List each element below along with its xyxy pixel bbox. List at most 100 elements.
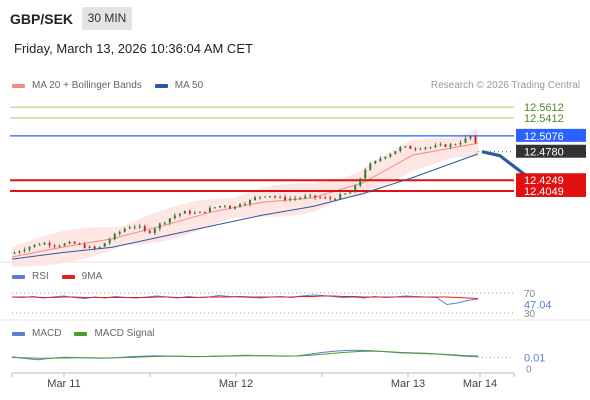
legend-label: MA 50	[174, 80, 204, 91]
level-label-bg	[516, 183, 586, 197]
candle-body	[264, 196, 267, 198]
candle-body	[228, 205, 231, 209]
candle-body	[254, 197, 257, 201]
symbol-title: GBP/SEK	[10, 11, 74, 27]
legend-label: 9MA	[81, 271, 103, 282]
candle-body	[314, 195, 317, 198]
candle-body	[163, 222, 166, 224]
candle-body	[53, 245, 56, 247]
candle-body	[58, 245, 61, 247]
legend-swatch	[154, 83, 168, 88]
macd-current-label: 0.01	[524, 352, 545, 364]
candle-body	[379, 158, 382, 161]
candle-body	[429, 147, 432, 149]
candle-body	[73, 241, 76, 244]
candle-body	[203, 211, 206, 213]
candle-body	[359, 178, 362, 186]
bollinger-band	[12, 129, 478, 267]
candle-body	[309, 195, 312, 197]
ma50-line	[11, 153, 479, 260]
candle-body	[38, 244, 41, 246]
candle-body	[103, 243, 106, 247]
legend-label: MACD Signal	[94, 328, 155, 339]
level-label: 12.4780	[524, 147, 564, 159]
candle-body	[284, 196, 287, 200]
level-label-bg	[516, 128, 586, 142]
candle-body	[279, 196, 282, 198]
candle-body	[13, 252, 16, 254]
level-label: 12.5076	[524, 131, 564, 143]
candle-body	[48, 243, 51, 246]
macd-tick-label: 0	[526, 365, 532, 376]
candle-body	[78, 243, 81, 245]
candle-body	[63, 243, 66, 246]
candle-body	[23, 249, 26, 252]
candle-body	[404, 146, 407, 148]
candle-body	[329, 197, 332, 199]
candle-body	[384, 156, 387, 159]
candle-body	[469, 136, 472, 139]
candle-body	[424, 147, 427, 149]
candle-body	[98, 246, 101, 249]
candle-body	[389, 154, 392, 157]
candle-body	[33, 244, 36, 247]
legend-item-macd-signal: MACD Signal	[74, 328, 154, 339]
candle-body	[218, 205, 221, 208]
rsi-tick-label: 70	[524, 289, 536, 300]
candle-body	[238, 204, 241, 207]
rsi-legend: RSI 9MA	[12, 271, 115, 282]
legend-swatch	[12, 274, 25, 279]
legend-item-macd: MACD	[12, 328, 61, 339]
candle-body	[18, 251, 21, 253]
candle-body	[369, 163, 372, 170]
candle-body	[93, 246, 96, 249]
legend-item-rsi: RSI	[12, 271, 49, 282]
candle-body	[208, 207, 211, 213]
candle-body	[193, 212, 196, 214]
candle-body	[153, 228, 156, 233]
candle-body	[83, 244, 86, 248]
x-tick-label: Mar 14	[463, 378, 497, 390]
candle-body	[289, 198, 292, 200]
candle-body	[339, 194, 342, 200]
rsi-9ma-line	[12, 295, 479, 299]
candle-body	[354, 185, 357, 193]
rsi-tick-label: 30	[524, 309, 536, 320]
candle-body	[344, 193, 347, 195]
candle-body	[439, 144, 442, 146]
macd-signal-line	[11, 350, 479, 359]
level-label-bg	[516, 173, 586, 187]
legend-item-ma20-bollinger: MA 20 + Bollinger Bands	[12, 80, 142, 91]
legend-swatch	[74, 331, 88, 336]
report-datetime: Friday, March 13, 2026 10:36:04 AM CET	[14, 41, 253, 56]
candle-body	[138, 226, 141, 228]
level-label: 12.5412	[524, 113, 564, 125]
candle-body	[444, 144, 447, 147]
level-label-bg	[516, 144, 586, 158]
candle-body	[68, 241, 71, 244]
macd-legend: MACD MACD Signal	[12, 328, 167, 339]
candle-body	[259, 196, 262, 198]
legend-label: MA 20 + Bollinger Bands	[32, 80, 142, 91]
legend-item-ma50: MA 50	[154, 80, 204, 91]
candle-body	[294, 198, 297, 200]
candle-body	[173, 215, 176, 219]
candle-body	[28, 246, 31, 250]
candle-body	[88, 246, 91, 248]
x-tick-label: Mar 11	[47, 378, 80, 390]
research-credit: Research © 2026 Trading Central	[430, 80, 580, 91]
candle-body	[158, 223, 161, 229]
level-label: 12.5612	[524, 102, 564, 114]
candle-body	[133, 226, 136, 228]
candle-body	[118, 231, 121, 234]
level-label: 12.4049	[524, 186, 564, 198]
candle-body	[128, 227, 131, 229]
candle-body	[244, 204, 246, 206]
candle-body	[419, 148, 422, 150]
candle-body	[178, 213, 181, 216]
timeframe-button[interactable]: 30 MIN	[82, 7, 132, 30]
rsi-current-label: 47.04	[524, 299, 552, 311]
candle-body	[394, 151, 397, 155]
candle-body	[414, 148, 417, 150]
